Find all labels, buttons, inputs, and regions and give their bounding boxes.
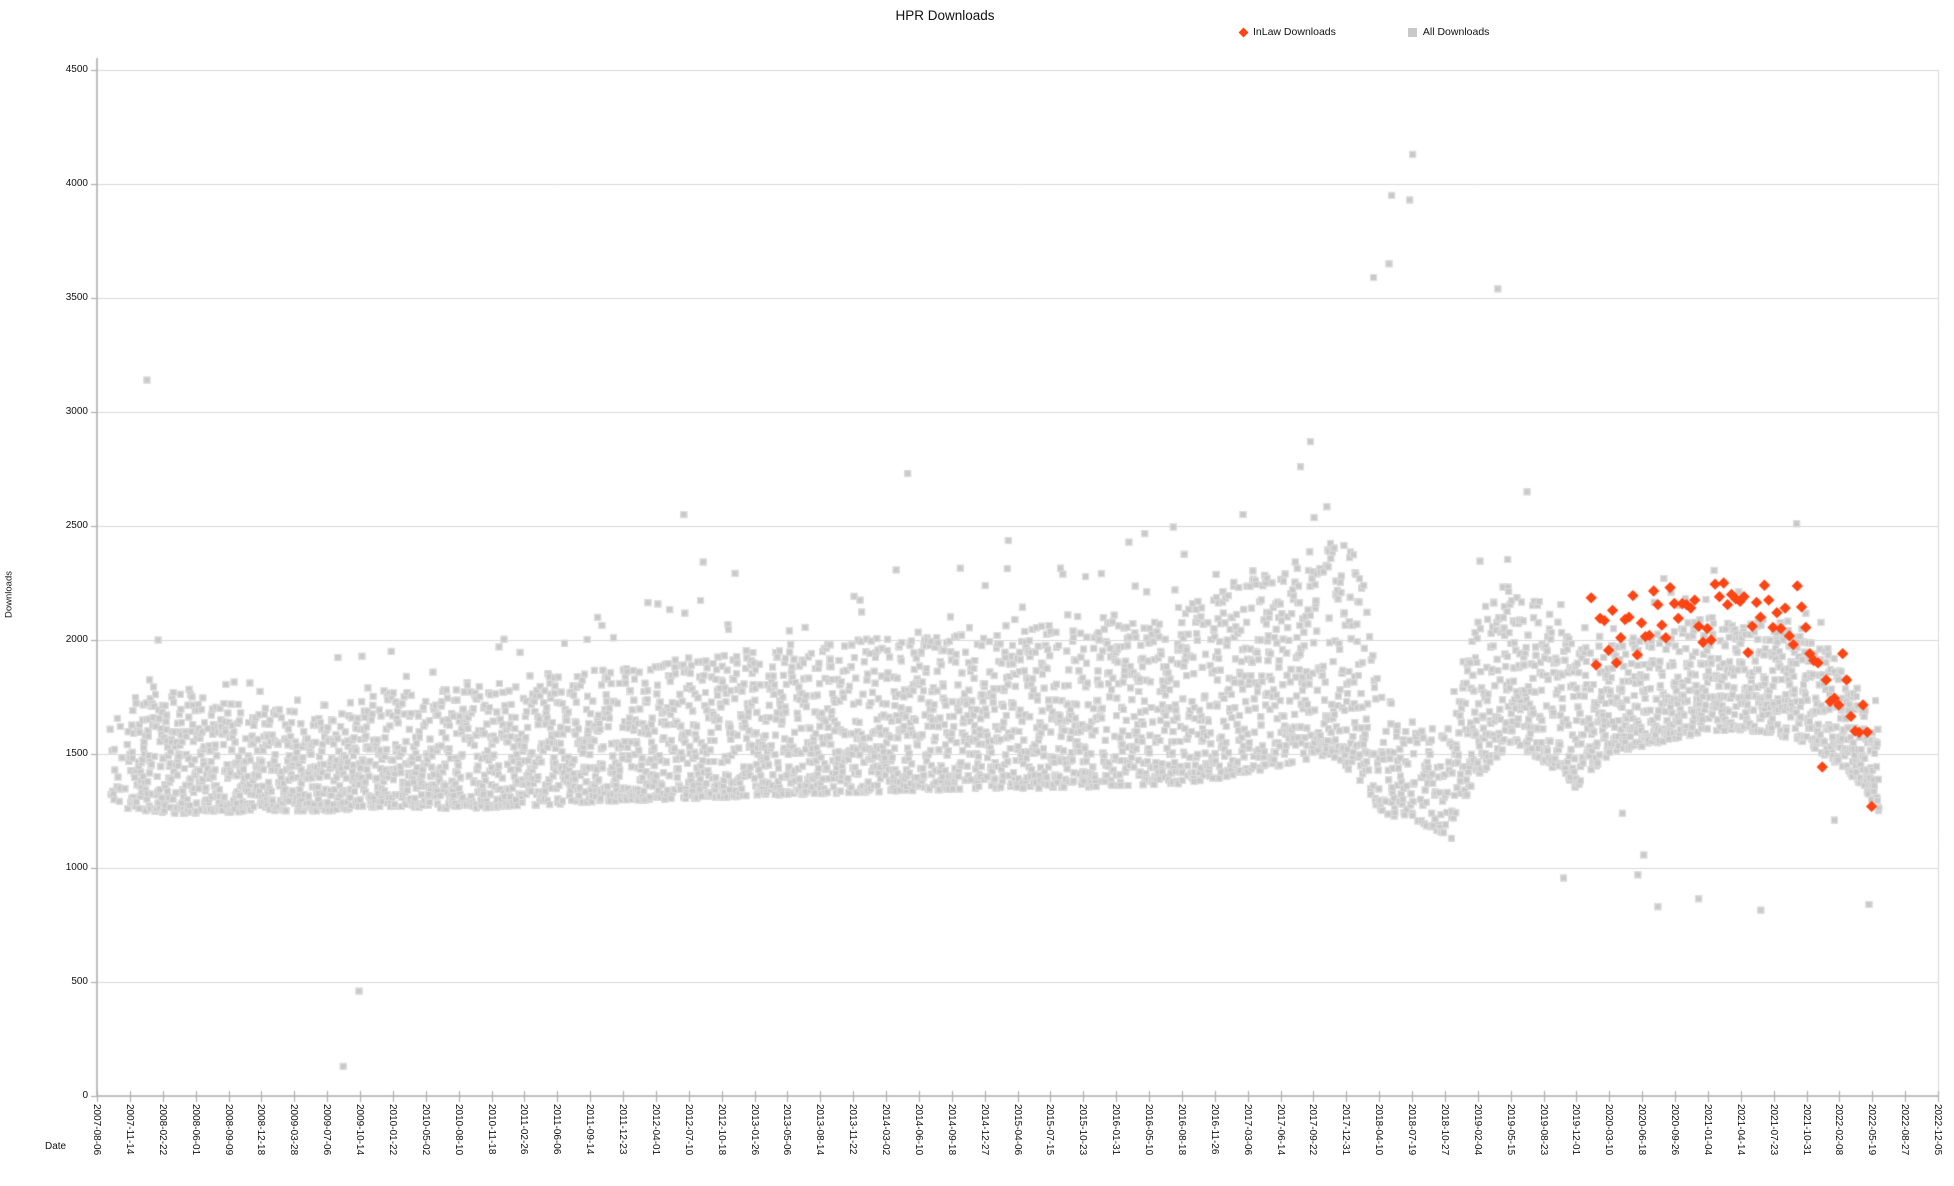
square-marker-icon (1407, 27, 1417, 37)
x-tick-label: 2008-12-18 (255, 1104, 267, 1156)
x-tick-label: 2017-12-31 (1340, 1104, 1352, 1156)
x-tick-label: 2022-05-19 (1866, 1104, 1878, 1156)
x-tick-label: 2014-09-18 (945, 1104, 957, 1156)
x-tick-label: 2014-12-27 (978, 1104, 990, 1156)
x-tick-label: 2010-01-22 (386, 1104, 398, 1156)
y-tick-label: 3500 (65, 292, 88, 303)
x-tick-label: 2021-01-04 (1701, 1104, 1713, 1156)
x-tick-label: 2016-01-31 (1110, 1104, 1122, 1156)
y-tick-label: 4000 (65, 178, 88, 189)
x-tick-label: 2018-04-10 (1373, 1104, 1385, 1156)
y-tick-label: 4500 (65, 64, 88, 75)
y-axis-title: Downloads (3, 571, 15, 618)
chart-title: HPR Downloads (895, 8, 995, 23)
x-tick-label: 2017-09-22 (1307, 1104, 1319, 1156)
y-tick-label: 1500 (65, 748, 88, 759)
x-tick-label: 2021-10-31 (1800, 1104, 1812, 1156)
x-tick-label: 2007-08-06 (91, 1104, 102, 1156)
x-tick-label: 2011-02-26 (518, 1104, 530, 1155)
x-tick-label: 2019-08-23 (1537, 1104, 1549, 1156)
x-tick-label: 2022-12-05 (1932, 1104, 1943, 1156)
x-tick-label: 2018-07-19 (1406, 1104, 1417, 1156)
y-tick-label: 2500 (65, 520, 88, 531)
x-tick-label: 2020-06-18 (1636, 1104, 1648, 1156)
legend-item-inlaw: InLaw Downloads (1238, 26, 1336, 38)
x-tick-label: 2011-09-14 (584, 1104, 596, 1155)
x-tick-label: 2020-09-26 (1669, 1104, 1680, 1156)
x-tick-label: 2019-05-15 (1504, 1104, 1516, 1156)
x-tick-label: 2008-06-01 (189, 1104, 201, 1156)
x-tick-label: 2013-08-14 (814, 1104, 826, 1156)
x-tick-label: 2013-05-06 (781, 1104, 793, 1156)
x-tick-label: 2015-07-15 (1044, 1104, 1056, 1156)
legend-item-all: All Downloads (1407, 26, 1490, 38)
x-tick-label: 2021-04-14 (1734, 1104, 1746, 1156)
x-tick-label: 2008-02-22 (156, 1104, 168, 1156)
y-tick-label: 2000 (65, 634, 88, 645)
x-tick-label: 2016-11-26 (1208, 1104, 1220, 1155)
x-tick-label: 2010-11-18 (485, 1104, 497, 1155)
x-tick-label: 2019-12-01 (1570, 1104, 1582, 1156)
x-tick-label: 2018-10-27 (1438, 1104, 1450, 1156)
x-tick-label: 2015-04-06 (1011, 1104, 1023, 1156)
x-tick-label: 2017-06-14 (1274, 1104, 1286, 1156)
x-tick-label: 2010-05-02 (419, 1104, 431, 1156)
x-tick-label: 2012-04-01 (649, 1104, 661, 1156)
x-tick-label: 2013-01-26 (748, 1104, 760, 1156)
diamond-marker-icon (1238, 27, 1249, 37)
y-tick-label: 1000 (65, 862, 88, 873)
legend: InLaw Downloads All Downloads (1238, 26, 1490, 38)
x-axis-title: Date (45, 1141, 67, 1152)
x-tick-label: 2009-03-28 (288, 1104, 300, 1156)
x-tick-label: 2014-03-02 (880, 1104, 891, 1156)
x-tick-label: 2012-07-10 (682, 1104, 694, 1156)
x-tick-label: 2022-08-27 (1899, 1104, 1911, 1156)
x-tick-label: 2009-10-14 (354, 1104, 365, 1156)
x-tick-label: 2009-07-06 (321, 1104, 333, 1156)
x-tick-label: 2012-10-18 (715, 1104, 727, 1156)
x-tick-label: 2008-09-09 (222, 1104, 234, 1156)
y-tick-label: 0 (82, 1090, 88, 1101)
x-tick-label: 2022-02-08 (1833, 1104, 1845, 1156)
x-tick-label: 2011-06-06 (551, 1104, 563, 1155)
x-tick-label: 2013-11-22 (847, 1104, 859, 1155)
legend-label-all: All Downloads (1422, 26, 1490, 38)
x-tick-label: 2020-03-10 (1603, 1104, 1615, 1156)
y-tick-label: 3000 (65, 406, 88, 417)
x-tick-label: 2017-03-06 (1241, 1104, 1253, 1156)
x-tick-label: 2015-10-23 (1077, 1104, 1089, 1156)
x-tick-label: 2014-06-10 (912, 1104, 924, 1156)
y-tick-label: 500 (71, 976, 88, 987)
legend-label-inlaw: InLaw Downloads (1253, 26, 1336, 38)
x-tick-label: 2010-08-10 (452, 1104, 464, 1156)
x-tick-label: 2016-08-18 (1175, 1104, 1187, 1156)
x-tick-label: 2021-07-23 (1767, 1104, 1779, 1156)
x-tick-label: 2016-05-10 (1143, 1104, 1154, 1156)
x-tick-label: 2011-12-23 (617, 1104, 628, 1155)
x-tick-label: 2007-11-14 (123, 1104, 135, 1155)
x-tick-label: 2019-02-04 (1471, 1104, 1483, 1156)
